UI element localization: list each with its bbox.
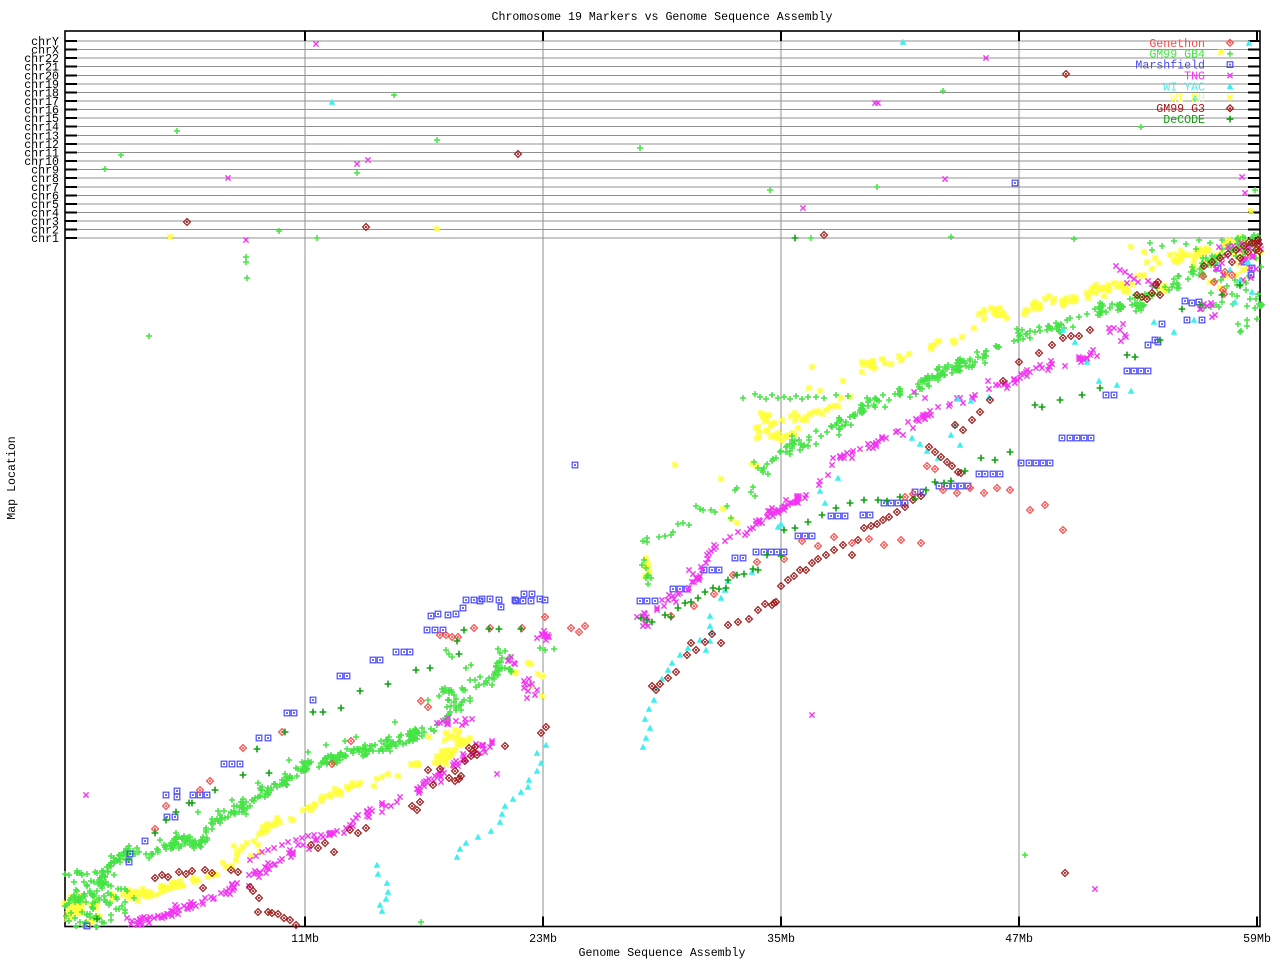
svg-text:chr13: chr13 (24, 130, 59, 143)
svg-text:chrY: chrY (31, 36, 59, 49)
svg-text:Genethon: Genethon (1149, 38, 1205, 51)
svg-text:Marshfield: Marshfield (1135, 60, 1205, 73)
svg-text:Map Location: Map Location (6, 436, 19, 520)
svg-text:chr9: chr9 (31, 165, 59, 178)
svg-text:GM99 GB4: GM99 GB4 (1149, 49, 1205, 62)
svg-text:chr19: chr19 (24, 79, 59, 92)
svg-text:chr3: chr3 (31, 216, 59, 229)
svg-text:chr11: chr11 (24, 148, 59, 161)
svg-text:GM99 G3: GM99 G3 (1156, 103, 1205, 116)
svg-text:chr6: chr6 (31, 190, 59, 203)
svg-text:TNG: TNG (1184, 71, 1205, 84)
svg-text:chr10: chr10 (24, 156, 59, 169)
svg-text:chr8: chr8 (31, 173, 59, 186)
svg-text:chr22: chr22 (24, 53, 59, 66)
svg-text:23Mb: 23Mb (529, 933, 557, 946)
svg-text:chr1: chr1 (31, 233, 59, 246)
svg-text:chr15: chr15 (24, 113, 59, 126)
svg-text:59Mb: 59Mb (1243, 933, 1271, 946)
svg-text:chr18: chr18 (24, 87, 59, 100)
svg-text:chrX: chrX (31, 45, 59, 58)
svg-text:DeCODE: DeCODE (1163, 114, 1205, 127)
svg-text:chr12: chr12 (24, 139, 59, 152)
svg-text:WI RH: WI RH (1170, 92, 1205, 105)
svg-text:chr20: chr20 (24, 70, 59, 83)
svg-text:chr5: chr5 (31, 199, 59, 212)
svg-text:chr7: chr7 (31, 182, 59, 195)
svg-text:chr14: chr14 (24, 122, 59, 135)
svg-text:chr21: chr21 (24, 62, 59, 75)
svg-text:chr16: chr16 (24, 105, 59, 118)
svg-text:WI YAC: WI YAC (1163, 81, 1205, 94)
svg-text:47Mb: 47Mb (1005, 933, 1033, 946)
svg-text:35Mb: 35Mb (767, 933, 795, 946)
svg-text:chr2: chr2 (31, 225, 59, 238)
svg-text:Chromosome 19 Markers vs Genom: Chromosome 19 Markers vs Genome Sequence… (492, 11, 833, 24)
svg-text:chr4: chr4 (31, 208, 59, 221)
svg-text:chr17: chr17 (24, 96, 59, 109)
svg-text:11Mb: 11Mb (291, 933, 319, 946)
svg-text:Genome Sequence Assembly: Genome Sequence Assembly (579, 947, 746, 960)
